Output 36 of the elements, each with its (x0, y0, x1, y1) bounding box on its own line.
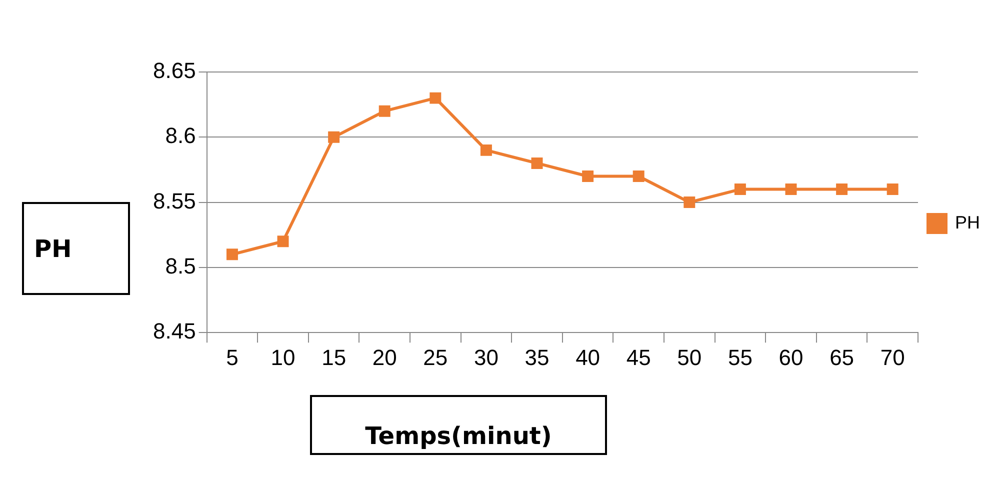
x-tick-label: 60 (778, 344, 804, 370)
point (684, 196, 696, 208)
y-tick-label: 8.5 (165, 254, 196, 279)
x-tick-label: 15 (322, 344, 346, 370)
point (328, 131, 340, 143)
y-tick-label: 8.45 (152, 318, 196, 344)
x-tick-label: 50 (677, 344, 702, 370)
point (378, 105, 390, 117)
x-axis-title: Temps(minut) (310, 395, 607, 455)
point (632, 170, 644, 182)
x-tick-label: 45 (626, 344, 651, 370)
point (480, 144, 492, 156)
point (886, 184, 898, 196)
y-axis-title: PH (22, 202, 130, 295)
x-tick-label: 65 (830, 344, 854, 370)
x-tick-label: 10 (270, 344, 296, 370)
point (277, 236, 289, 248)
y-tick-label: 8.65 (152, 58, 196, 84)
x-tick-label: 70 (880, 344, 905, 370)
legend-label: PH (954, 212, 980, 232)
x-tick-label: 5 (226, 344, 238, 370)
x-tick-label: 40 (576, 344, 600, 370)
point (836, 184, 848, 196)
y-tick-label: 8.6 (165, 123, 196, 148)
x-tick-label: 35 (524, 344, 550, 370)
x-tick-label: 20 (372, 344, 397, 370)
point (785, 184, 797, 196)
point (226, 248, 238, 260)
point (531, 157, 543, 169)
x-tick-label: 25 (423, 344, 448, 370)
point (430, 92, 442, 104)
x-tick-label: 55 (728, 344, 752, 370)
point (582, 170, 594, 182)
y-tick-label: 8.55 (152, 188, 196, 214)
x-tick-label: 30 (474, 344, 498, 370)
point (734, 184, 746, 196)
